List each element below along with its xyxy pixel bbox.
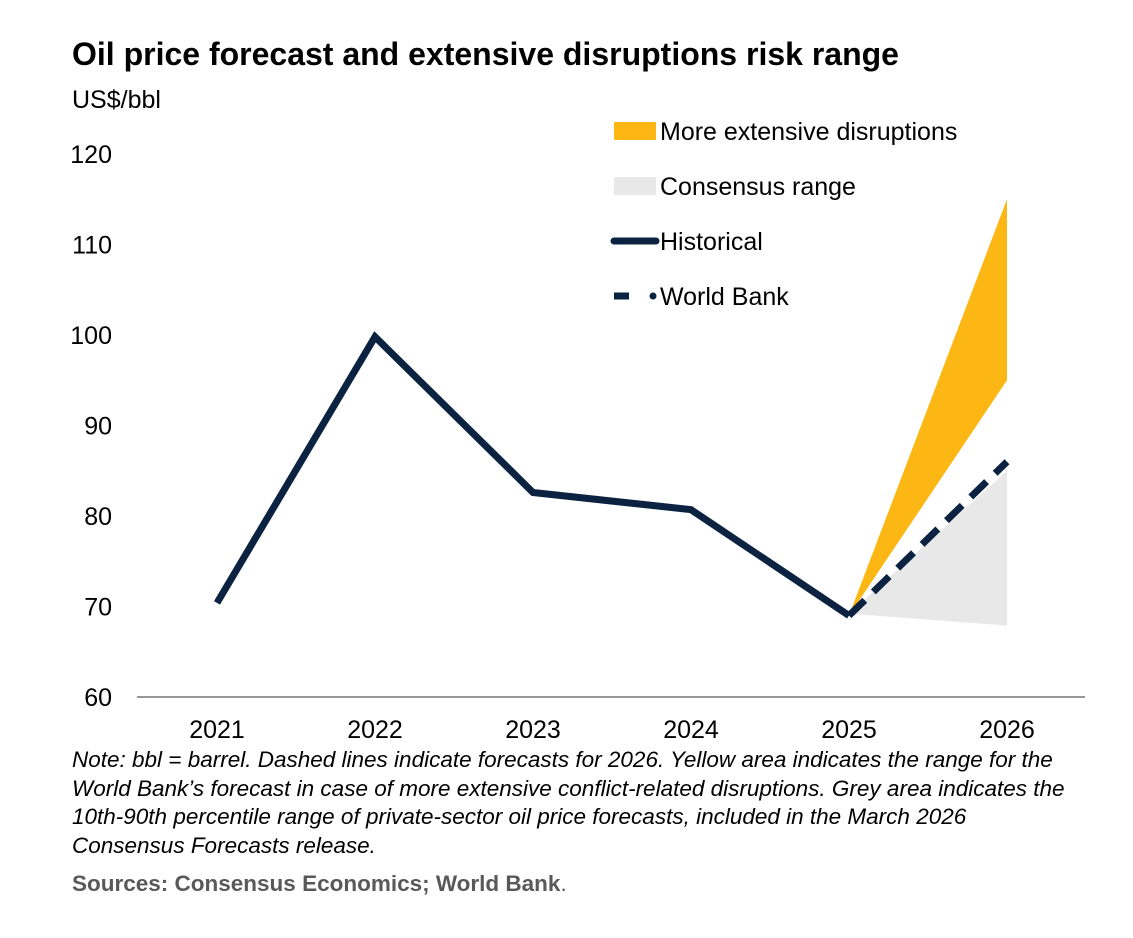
chart-legend: More extensive disruptions Consensus rang… [610, 118, 957, 311]
x-tick-2026: 2026 [979, 716, 1035, 740]
legend-world-bank-dot [649, 292, 657, 300]
x-tick-2025: 2025 [821, 716, 877, 740]
x-tick-2024: 2024 [663, 716, 719, 740]
sources-period: . [560, 871, 567, 896]
chart-title: Oil price forecast and extensive disrupt… [72, 36, 899, 72]
y-tick-60: 60 [84, 684, 112, 712]
world-bank-forecast-line [846, 459, 1010, 619]
y-tick-90: 90 [84, 413, 112, 441]
y-tick-120: 120 [70, 141, 112, 169]
y-tick-100: 100 [70, 322, 112, 350]
y-tick-110: 110 [72, 232, 112, 260]
y-axis-tick-labels: 60 70 80 90 100 110 120 [70, 141, 112, 712]
x-tick-2021: 2021 [189, 716, 245, 740]
y-tick-70: 70 [84, 594, 112, 622]
chart-sources: Sources: Consensus Economics; World Bank… [72, 871, 567, 897]
series-lines [213, 331, 1010, 619]
x-axis-tick-labels: 2021 2022 2023 2024 2025 2026 [189, 716, 1035, 740]
legend-label-0: More extensive disruptions [660, 118, 957, 146]
y-axis-unit-label: US$/bbl [72, 86, 161, 114]
forecast-areas [849, 199, 1007, 626]
legend-disruptions-swatch [614, 122, 656, 140]
consensus-range-area [849, 470, 1007, 626]
historical-line [213, 331, 851, 619]
y-tick-80: 80 [84, 503, 112, 531]
disruptions-area [849, 199, 1007, 616]
legend-label-2: Historical [660, 228, 763, 256]
legend-consensus-swatch [614, 177, 656, 195]
legend-label-1: Consensus range [660, 173, 856, 201]
chart-note: Note: bbl = barrel. Dashed lines indicat… [72, 747, 1065, 858]
x-tick-2023: 2023 [505, 716, 561, 740]
x-tick-2022: 2022 [347, 716, 403, 740]
sources-text: Sources: Consensus Economics; World Bank [72, 871, 561, 896]
legend-label-3: World Bank [660, 283, 789, 311]
